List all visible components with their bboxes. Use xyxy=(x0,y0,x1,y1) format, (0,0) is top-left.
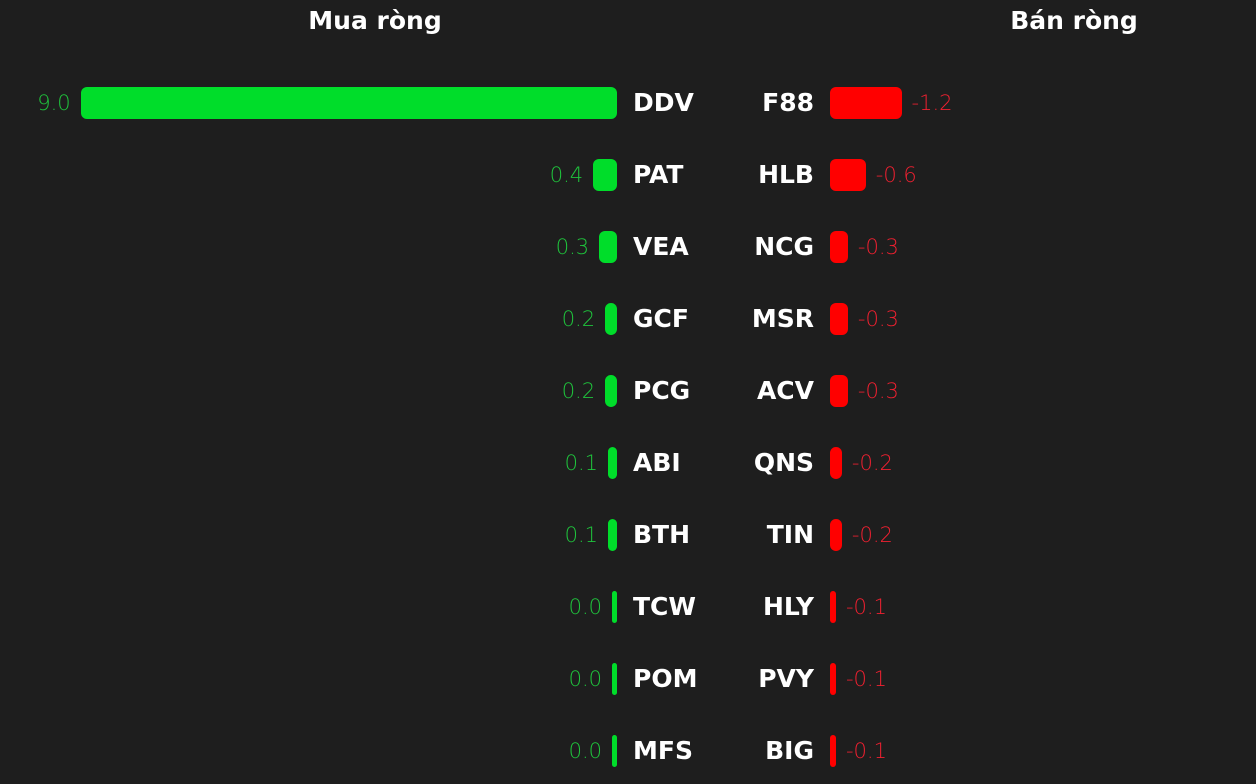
buy-value-label: 0.0 xyxy=(568,739,602,763)
buy-value-label: 9.0 xyxy=(37,91,71,115)
buy-value-label: 0.3 xyxy=(555,235,590,259)
sell-value-label: -0.6 xyxy=(875,163,917,187)
sell-bar xyxy=(830,735,836,767)
sell-bar xyxy=(830,87,902,119)
buy-chart-title: Mua ròng xyxy=(308,6,442,35)
sell-value-label: -0.2 xyxy=(851,523,893,547)
sell-ticker: ACV xyxy=(756,376,814,405)
buy-ticker: PCG xyxy=(633,376,691,405)
sell-value-label: -0.2 xyxy=(851,451,893,475)
buy-value-label: 0.0 xyxy=(568,667,602,691)
sell-ticker: QNS xyxy=(753,448,814,477)
sell-bar xyxy=(830,519,842,551)
buy-bar xyxy=(605,375,617,407)
sell-value-label: -0.1 xyxy=(845,739,887,763)
sell-bar xyxy=(830,591,836,623)
buy-value-label: 0.2 xyxy=(561,379,596,403)
buy-value-label: 0.0 xyxy=(568,595,602,619)
sell-ticker: BIG xyxy=(765,736,814,765)
buy-bar xyxy=(608,519,617,551)
buy-value-label: 0.1 xyxy=(564,523,598,547)
sell-bar xyxy=(830,303,848,335)
buy-ticker: BTH xyxy=(633,520,691,549)
sell-ticker: NCG xyxy=(754,232,814,261)
sell-value-label: -0.1 xyxy=(845,667,887,691)
buy-bar xyxy=(599,231,617,263)
sell-ticker: HLY xyxy=(762,592,814,621)
sell-bar xyxy=(830,447,842,479)
buy-bar xyxy=(612,663,617,695)
buy-ticker: GCF xyxy=(633,304,689,333)
buy-value-label: 0.4 xyxy=(549,163,584,187)
sell-ticker: HLB xyxy=(758,160,814,189)
sell-bar xyxy=(830,159,866,191)
buy-bar xyxy=(608,447,617,479)
sell-value-label: -0.3 xyxy=(857,235,899,259)
sell-bar xyxy=(830,663,836,695)
buy-ticker: PAT xyxy=(633,160,684,189)
buy-bar xyxy=(612,591,617,623)
sell-ticker: MSR xyxy=(751,304,814,333)
buy-bar xyxy=(80,87,617,119)
sell-value-label: -0.1 xyxy=(845,595,887,619)
buy-value-label: 0.1 xyxy=(564,451,598,475)
sell-bar xyxy=(830,375,848,407)
buy-ticker: ABI xyxy=(633,448,681,477)
buy-bar xyxy=(605,303,617,335)
buy-ticker: MFS xyxy=(633,736,693,765)
buy-ticker: POM xyxy=(633,664,698,693)
sell-value-label: -0.3 xyxy=(857,379,899,403)
buy-value-label: 0.2 xyxy=(561,307,596,331)
buy-ticker: DDV xyxy=(633,88,694,117)
sell-value-label: -1.2 xyxy=(911,91,953,115)
sell-ticker: TIN xyxy=(766,520,814,549)
sell-ticker: PVY xyxy=(758,664,814,693)
sell-value-label: -0.3 xyxy=(857,307,899,331)
sell-chart-title: Bán ròng xyxy=(1010,6,1138,35)
sell-bar xyxy=(830,231,848,263)
buy-ticker: VEA xyxy=(633,232,689,261)
buy-bar xyxy=(593,159,617,191)
buy-ticker: TCW xyxy=(633,592,696,621)
sell-ticker: F88 xyxy=(762,88,814,117)
buy-bar xyxy=(612,735,617,767)
